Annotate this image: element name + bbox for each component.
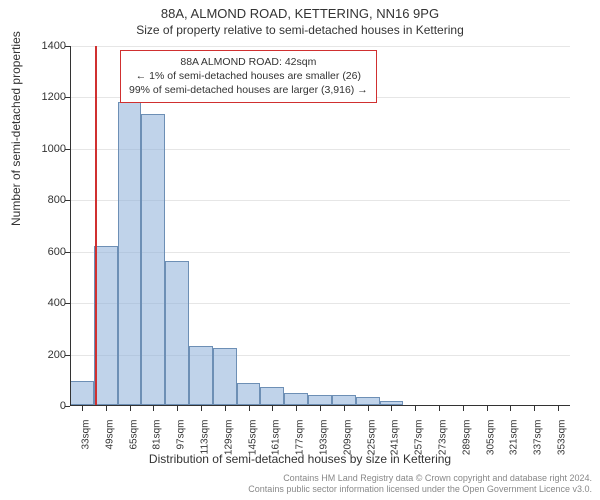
- y-tick-label: 200: [26, 349, 66, 361]
- x-tick-mark: [415, 406, 416, 411]
- y-tick-label: 600: [26, 246, 66, 258]
- histogram-bar: [141, 114, 165, 405]
- histogram-bar: [308, 395, 332, 405]
- x-tick-mark: [249, 406, 250, 411]
- histogram-bar: [189, 346, 213, 405]
- x-tick-mark: [296, 406, 297, 411]
- x-tick-mark: [463, 406, 464, 411]
- histogram-bar: [260, 387, 284, 405]
- y-tick-label: 400: [26, 297, 66, 309]
- callout-line2: ← 1% of semi-detached houses are smaller…: [129, 69, 368, 83]
- title-main: 88A, ALMOND ROAD, KETTERING, NN16 9PG: [0, 6, 600, 21]
- x-tick-mark: [177, 406, 178, 411]
- x-tick-mark: [344, 406, 345, 411]
- x-axis-label: Distribution of semi-detached houses by …: [0, 452, 600, 466]
- x-tick-mark: [439, 406, 440, 411]
- footer-line1: Contains HM Land Registry data © Crown c…: [248, 473, 592, 485]
- histogram-bar: [332, 395, 356, 405]
- y-axis-line: [70, 46, 71, 406]
- x-tick-mark: [201, 406, 202, 411]
- x-tick-mark: [225, 406, 226, 411]
- callout-line3: 99% of semi-detached houses are larger (…: [129, 83, 368, 97]
- x-tick-mark: [558, 406, 559, 411]
- y-tick-label: 0: [26, 400, 66, 412]
- footer-line2: Contains public sector information licen…: [248, 484, 592, 496]
- histogram-bar: [213, 348, 237, 405]
- callout-box: 88A ALMOND ROAD: 42sqm ← 1% of semi-deta…: [120, 50, 377, 103]
- histogram-bar: [284, 393, 308, 405]
- histogram-bar: [165, 261, 189, 405]
- x-tick-mark: [368, 406, 369, 411]
- gridline: [70, 46, 570, 47]
- footer: Contains HM Land Registry data © Crown c…: [248, 473, 592, 496]
- x-tick-mark: [106, 406, 107, 411]
- x-tick-mark: [320, 406, 321, 411]
- y-axis-label: Number of semi-detached properties: [9, 31, 23, 226]
- callout-line1: 88A ALMOND ROAD: 42sqm: [129, 55, 368, 69]
- x-tick-mark: [510, 406, 511, 411]
- y-tick-label: 800: [26, 194, 66, 206]
- histogram-bar: [94, 246, 118, 405]
- title-block: 88A, ALMOND ROAD, KETTERING, NN16 9PG Si…: [0, 6, 600, 37]
- histogram-bar: [237, 383, 261, 405]
- y-tick-label: 1400: [26, 40, 66, 52]
- y-tick-label: 1000: [26, 143, 66, 155]
- histogram-bar: [70, 381, 94, 405]
- y-tick-label: 1200: [26, 91, 66, 103]
- plot-area: 33sqm49sqm65sqm81sqm97sqm113sqm129sqm145…: [70, 46, 570, 406]
- x-tick-mark: [487, 406, 488, 411]
- histogram-bar: [118, 102, 142, 405]
- x-tick-mark: [534, 406, 535, 411]
- x-tick-mark: [130, 406, 131, 411]
- x-tick-mark: [82, 406, 83, 411]
- chart-container: 88A, ALMOND ROAD, KETTERING, NN16 9PG Si…: [0, 0, 600, 500]
- marker-line: [95, 46, 97, 406]
- title-sub: Size of property relative to semi-detach…: [0, 23, 600, 37]
- histogram-bar: [356, 397, 380, 405]
- x-tick-mark: [391, 406, 392, 411]
- x-tick-mark: [153, 406, 154, 411]
- x-tick-mark: [272, 406, 273, 411]
